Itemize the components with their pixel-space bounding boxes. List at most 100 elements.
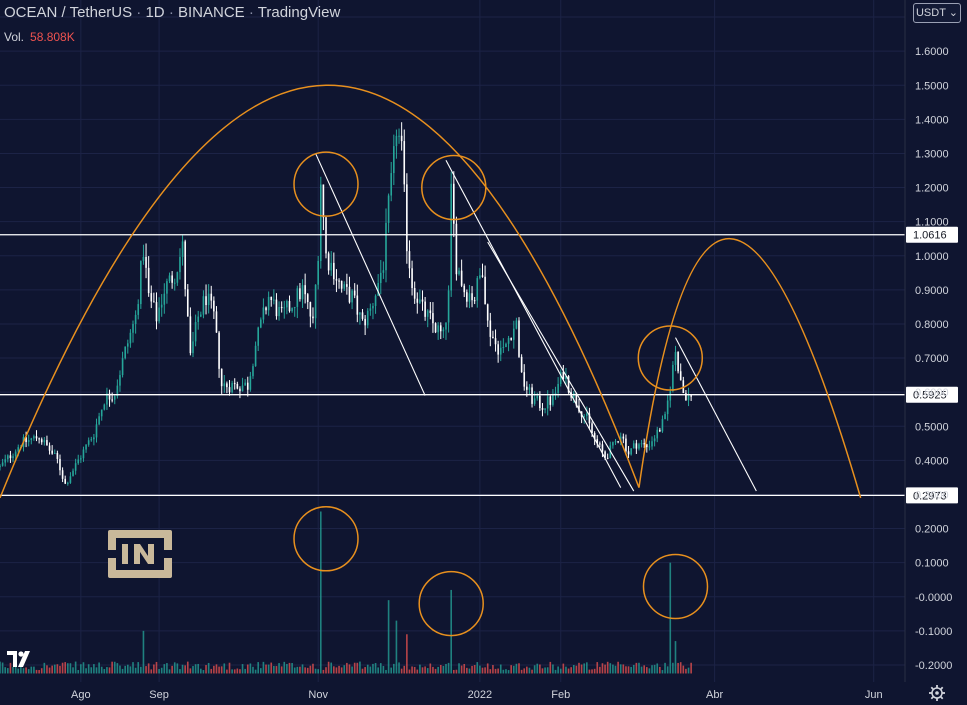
volume-bar: [265, 664, 267, 674]
candle-body: [664, 414, 666, 420]
volume-bar: [528, 667, 531, 674]
candle-body: [562, 371, 565, 379]
candle-body: [638, 444, 640, 449]
price-tick-label: -0.1000: [915, 626, 952, 638]
volume-bar: [572, 665, 575, 674]
volume-bar: [113, 661, 116, 674]
candle-body: [348, 286, 351, 303]
volume-bar: [283, 661, 286, 674]
volume-bar: [228, 662, 231, 674]
candle-body: [559, 371, 562, 384]
volume-bar: [176, 663, 179, 674]
volume-bar: [666, 666, 669, 674]
volume-legend: Vol. 58.808K: [4, 30, 75, 44]
tradingview-logo-icon[interactable]: [6, 648, 36, 670]
volume-bar: [447, 662, 450, 674]
candle-body: [317, 260, 319, 285]
candle-body: [458, 270, 460, 275]
volume-bar: [682, 665, 685, 674]
candle-body: [249, 376, 252, 390]
price-tick-label: 1.5000: [915, 80, 949, 92]
volume-bar: [184, 665, 186, 674]
candle-body: [413, 288, 416, 299]
volume-bar: [322, 669, 325, 674]
volume-bar: [510, 665, 512, 674]
volume-bar: [468, 668, 471, 674]
volume-bar: [82, 662, 85, 674]
volume-bar: [9, 662, 12, 674]
candle-body: [669, 391, 672, 401]
horizontal-levels[interactable]: 1.0616 0.5925 0.2973: [0, 226, 958, 504]
header-dot: ·: [136, 4, 146, 21]
volume-bar: [173, 662, 176, 674]
volume-bar: [604, 664, 606, 674]
time-axis[interactable]: Ago Sep Nov 2022 Feb Abr Jun: [71, 689, 883, 701]
volume-bar: [458, 663, 460, 674]
candle-body: [116, 385, 119, 397]
candle-body: [30, 438, 33, 440]
price-tick-label: 0.8000: [915, 319, 949, 331]
candle-body: [12, 456, 14, 459]
volume-bar: [364, 667, 366, 674]
volume-bar: [87, 664, 90, 674]
volume-bar: [306, 667, 309, 674]
volume-bar: [567, 668, 570, 674]
candle-body: [601, 444, 604, 452]
volume-bar: [400, 668, 403, 674]
volume-bar: [593, 668, 596, 674]
candle-body: [452, 183, 455, 224]
volume-label[interactable]: Vol.: [4, 30, 25, 44]
volume-bar: [278, 663, 280, 674]
candle-body: [275, 299, 278, 317]
candle-body: [173, 282, 176, 284]
currency-selector[interactable]: USDT ⌄: [913, 3, 961, 23]
time-tick-label: Feb: [551, 689, 570, 701]
volume-bar: [452, 669, 455, 674]
candle-body: [471, 293, 473, 301]
candle-body: [369, 308, 372, 311]
candle-body: [403, 141, 406, 185]
arc-curve-large: [0, 84, 640, 499]
time-tick-label: Abr: [706, 689, 723, 701]
volume-bar: [424, 666, 426, 674]
candle-body: [59, 458, 61, 471]
drawing-overlays[interactable]: [0, 84, 862, 637]
candle-body: [215, 311, 218, 333]
candle-body: [632, 443, 635, 449]
volume-bar: [374, 663, 377, 674]
candle-body: [252, 366, 254, 377]
volume-bar: [416, 669, 419, 674]
volume-bar: [100, 666, 103, 674]
candle-body: [666, 400, 669, 415]
price-tag-label: 1.0616: [913, 230, 947, 242]
candle-body: [406, 184, 408, 252]
candle-body: [74, 463, 77, 471]
candle-body: [145, 256, 147, 268]
volume-bar: [661, 670, 664, 674]
volume-bar: [591, 669, 593, 674]
volume-bar: [385, 669, 387, 674]
volume-bar: [361, 668, 364, 674]
candle-body: [150, 293, 153, 302]
volume-bar: [213, 665, 215, 674]
symbol-name[interactable]: OCEAN: [4, 4, 58, 21]
volume-bar: [1, 662, 4, 674]
volume-bar: [335, 667, 338, 674]
volume-bar: [95, 667, 98, 674]
volume-bar: [442, 665, 445, 674]
settings-gear-icon[interactable]: [929, 685, 945, 701]
volume-bar: [56, 664, 59, 674]
candle-body: [630, 448, 632, 455]
candle-body: [481, 275, 484, 277]
candle-body: [489, 320, 492, 337]
time-tick-label: Sep: [149, 689, 169, 701]
volume-bar: [533, 665, 536, 674]
interval-label[interactable]: 1D: [145, 4, 165, 21]
candle-body: [648, 446, 651, 448]
volume-bar: [432, 666, 434, 674]
candle-body: [450, 183, 453, 291]
volume-bar: [106, 667, 108, 674]
volume-bar: [197, 663, 200, 674]
candle-body: [690, 395, 692, 397]
